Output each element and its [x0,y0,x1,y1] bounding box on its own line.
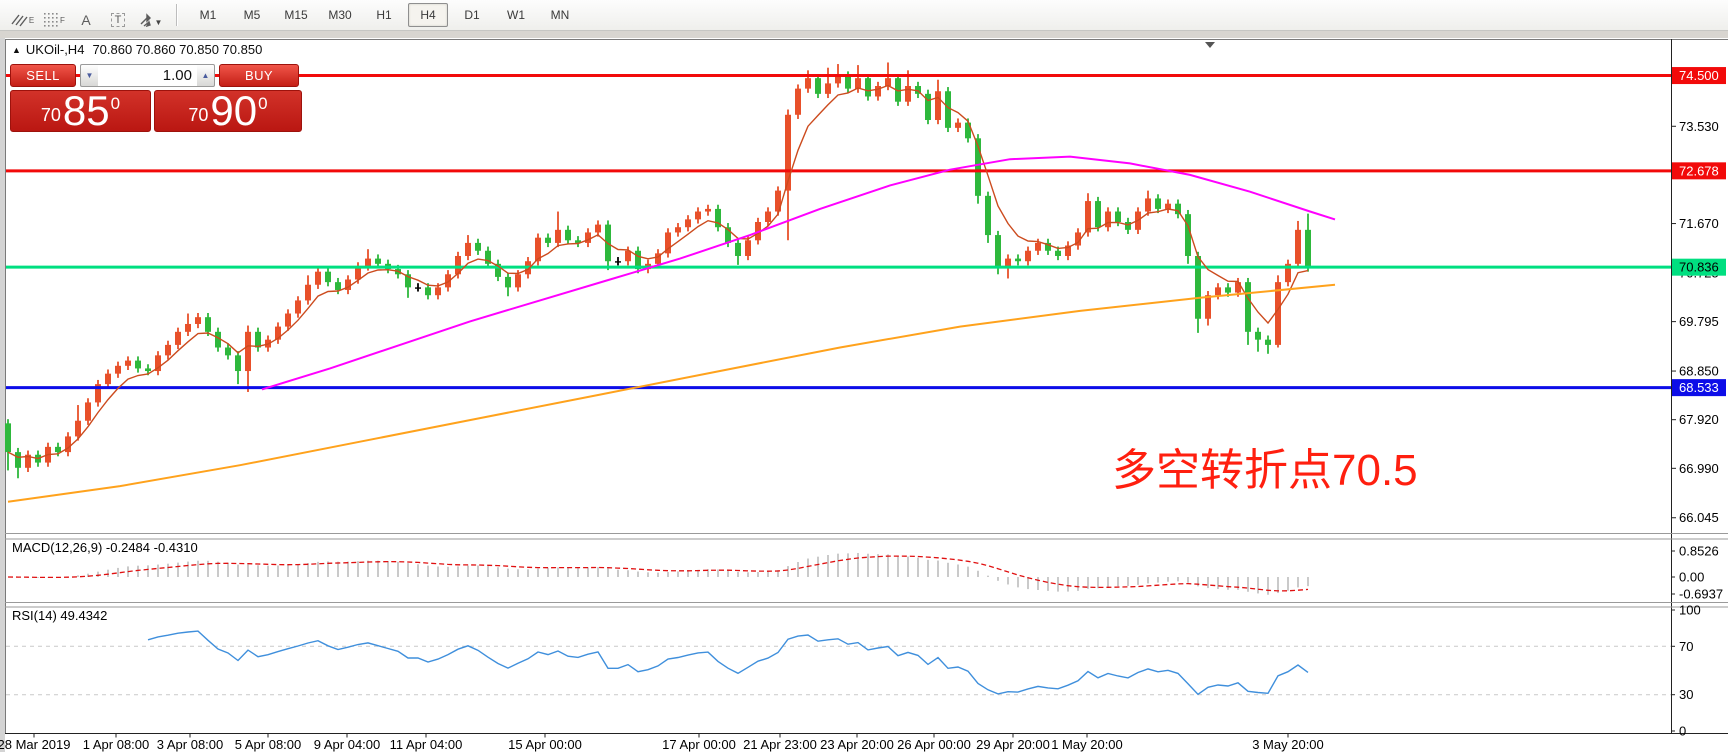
level-label-74.500: 74.500 [1672,67,1726,85]
time-axis-label: 3 May 20:00 [1252,737,1324,752]
svg-text:0.00: 0.00 [1679,570,1704,585]
fast-ma-line [7,84,1309,460]
tf-button-M1[interactable]: M1 [199,8,217,22]
symbol-label: UKOil-,H4 [25,42,85,57]
rsi-panel: RSI(14) 49.4342 100 70 30 0 [6,603,1701,739]
time-axis-label: 23 Apr 20:00 [820,737,894,752]
drawing-tools: E F A T ▼ [6,2,166,28]
time-axis-label: 9 Apr 04:00 [314,737,381,752]
volume-increase-icon[interactable]: ▲ [197,64,215,87]
svg-text:69.795: 69.795 [1679,314,1719,329]
time-axis-label: 15 Apr 00:00 [508,737,582,752]
timeframe-switcher: M1 M5 M15 M30 H1 H4 D1 W1 MN [186,3,582,27]
svg-text:71.670: 71.670 [1679,216,1719,231]
svg-text:68.850: 68.850 [1679,364,1719,379]
svg-text:73.530: 73.530 [1679,119,1719,134]
time-axis-label: 11 Apr 04:00 [390,737,463,752]
time-axis-label: 5 Apr 08:00 [235,737,302,752]
time-axis-label: 1 Apr 08:00 [83,737,150,752]
arrows-tool-icon[interactable]: ▼ [135,2,165,28]
svg-text:100: 100 [1679,603,1701,618]
volume-input[interactable] [98,64,197,87]
time-axis-label: 29 Apr 20:00 [976,737,1050,752]
buy-price-big: 90 [210,87,258,134]
svg-text:0: 0 [1679,724,1686,739]
tf-button-M30[interactable]: M30 [328,8,352,22]
chart-annotation-text[interactable]: 多空转折点70.5 [1112,446,1418,495]
svg-text:66.045: 66.045 [1679,510,1719,525]
volume-decrease-icon[interactable]: ▼ [80,64,98,87]
tf-button-H1[interactable]: H1 [376,8,392,22]
collapse-panel-icon[interactable]: ▲ [12,45,21,55]
svg-text:70.836: 70.836 [1679,260,1719,275]
price-axis: 73.53071.67070.72569.79568.85067.92066.9… [1671,67,1726,525]
level-label-68.533: 68.533 [1672,379,1726,397]
tf-button-D1[interactable]: D1 [464,8,480,22]
mid-ma-line [261,155,1336,391]
window-gap [0,31,1728,38]
toolbar-separator [176,4,178,26]
svg-text:30: 30 [1679,687,1693,702]
fibonacci-grid-icon[interactable]: F [39,2,69,28]
tf-button-M5[interactable]: M5 [243,8,261,22]
time-axis-label: 26 Apr 00:00 [897,737,971,752]
svg-text:RSI(14) 49.4342: RSI(14) 49.4342 [12,608,107,623]
svg-text:67.920: 67.920 [1679,412,1719,427]
toolbar: E F A T ▼ M1 M5 M15 M30 H1 H4 D1 W1 MN [0,0,1728,31]
svg-text:72.678: 72.678 [1679,163,1719,178]
time-axis: 28 Mar 2019 1 Apr 08:00 3 Apr 08:00 5 Apr 0… [0,733,1324,752]
time-axis-label: 28 Mar 2019 [0,737,71,752]
tf-button-MN[interactable]: MN [550,8,570,22]
svg-text:68.533: 68.533 [1679,380,1719,395]
sell-price-sup: 0 [110,94,121,113]
rsi-line [147,630,1309,696]
tf-button-H4[interactable]: H4 [408,3,448,27]
buy-price-box[interactable]: 70 90 0 [154,90,302,132]
buy-button[interactable]: BUY [219,64,299,87]
tf-button-W1[interactable]: W1 [507,8,525,22]
svg-text:MACD(12,26,9) -0.2484 -0.4310: MACD(12,26,9) -0.2484 -0.4310 [12,540,198,555]
time-axis-label: 17 Apr 00:00 [662,737,736,752]
svg-text:70: 70 [1679,639,1693,654]
text-label-tool-icon[interactable]: T [103,2,133,28]
equidistant-channel-icon[interactable]: E [7,2,37,28]
slow-ma-line [7,283,1336,503]
chart-shift-marker-icon[interactable] [1205,42,1215,48]
quote-line: ▲ UKOil-,H4 70.860 70.860 70.850 70.850 [12,42,262,57]
chart-canvas[interactable]: 73.53071.67070.72569.79568.85067.92066.9… [0,38,1728,752]
text-tool-icon[interactable]: A [81,12,91,28]
tf-button-M15[interactable]: M15 [284,8,308,22]
ohlc-values: 70.860 70.860 70.850 70.850 [92,42,263,57]
buy-price-prefix: 70 [188,105,209,125]
sell-price-prefix: 70 [40,105,61,125]
sell-price-big: 85 [62,87,110,134]
level-label-72.678: 72.678 [1672,162,1726,180]
macd-panel: MACD(12,26,9) -0.2484 -0.4310 0.8526 0.00 -… [7,540,1723,602]
time-axis-label: 3 Apr 08:00 [157,737,224,752]
sell-price-box[interactable]: 70 85 0 [10,90,151,132]
time-axis-label: 1 May 20:00 [1051,737,1123,752]
sell-button[interactable]: SELL [10,64,76,87]
time-axis-label: 21 Apr 23:00 [743,737,817,752]
svg-text:74.500: 74.500 [1679,68,1719,83]
level-label-70.836: 70.836 [1672,258,1726,276]
svg-text:0.8526: 0.8526 [1679,544,1719,559]
svg-text:-0.6937: -0.6937 [1679,587,1723,602]
buy-price-sup: 0 [258,94,268,113]
svg-text:66.990: 66.990 [1679,461,1719,476]
